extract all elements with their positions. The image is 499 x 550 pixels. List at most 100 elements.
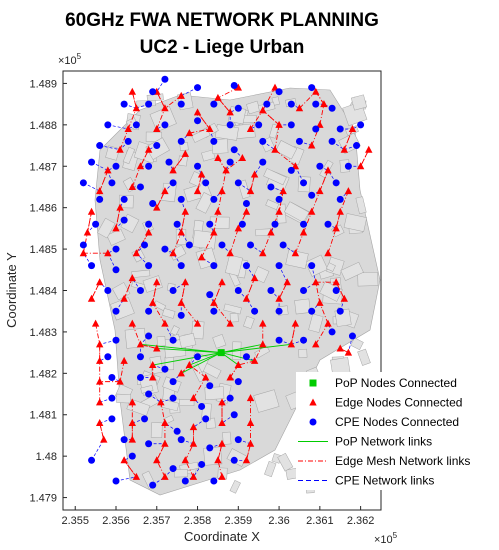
pop-link xyxy=(156,348,222,354)
edge-mesh-link xyxy=(229,228,239,254)
edge-mesh-link xyxy=(315,323,329,345)
edge-node-marker xyxy=(95,419,104,427)
y-multiplier-base: ×10 xyxy=(58,55,77,67)
edge-node-marker xyxy=(218,439,226,447)
building-block xyxy=(156,336,166,347)
edge-node-marker xyxy=(259,340,267,348)
x-tick-label: 2.361 xyxy=(306,515,334,527)
edge-node-marker xyxy=(226,108,234,116)
cpe-node-marker xyxy=(332,179,340,187)
edge-mesh-link xyxy=(180,302,198,324)
edge-node-marker xyxy=(95,377,104,385)
y-tick-label: 1.486 xyxy=(29,203,57,215)
building-block xyxy=(275,140,298,160)
cpe-node-marker xyxy=(124,137,132,145)
cpe-node-marker xyxy=(210,262,218,270)
legend-entry-label: PoP Network links xyxy=(335,435,432,449)
cpe-node-marker xyxy=(328,137,336,145)
cpe-node-marker xyxy=(169,394,177,402)
cpe-link xyxy=(91,161,109,171)
edge-node-marker xyxy=(161,472,169,480)
cpe-node-marker xyxy=(210,137,218,145)
cpe-node-marker xyxy=(247,241,255,249)
edge-node-marker xyxy=(100,435,108,443)
edge-node-marker xyxy=(307,207,316,215)
edge-node-marker xyxy=(218,419,226,427)
building-block xyxy=(201,149,216,162)
edge-node-marker xyxy=(267,228,275,236)
edge-node-marker xyxy=(291,162,300,170)
y-tick-label: 1.48 xyxy=(36,451,57,463)
cpe-node-marker xyxy=(267,287,275,294)
edge-node-marker xyxy=(197,170,206,178)
x-multiplier: ×105 xyxy=(374,531,398,546)
cpe-node-marker xyxy=(161,75,169,83)
edge-node-marker xyxy=(332,278,340,286)
building-block xyxy=(145,131,162,142)
edge-node-marker xyxy=(234,83,243,91)
cpe-node-marker xyxy=(136,353,144,361)
legend-entry-label: CPE Network links xyxy=(335,474,434,488)
edge-mesh-link xyxy=(180,211,186,233)
building-block xyxy=(308,313,324,333)
cpe-node-marker xyxy=(255,121,263,129)
cpe-node-marker xyxy=(149,200,157,208)
cpe-node-marker xyxy=(234,104,242,112)
edge-node-marker xyxy=(246,187,255,195)
cpe-node-marker xyxy=(177,262,185,270)
cpe-node-marker xyxy=(194,353,202,361)
edge-node-marker xyxy=(214,153,222,161)
edge-node-marker xyxy=(181,149,190,157)
cpe-node-marker xyxy=(206,382,214,390)
edge-mesh-link xyxy=(213,302,231,324)
cpe-node-marker xyxy=(336,307,344,315)
building-block xyxy=(161,308,176,319)
cpe-node-marker xyxy=(145,100,153,108)
edge-mesh-link xyxy=(172,232,182,254)
edge-mesh-link xyxy=(319,170,329,192)
edge-node-marker xyxy=(120,294,128,302)
cpe-node-marker xyxy=(145,390,153,398)
building-block xyxy=(224,254,244,277)
edge-node-marker xyxy=(91,319,100,327)
edge-mesh-link xyxy=(123,277,133,299)
edge-node-marker xyxy=(324,319,332,327)
edge-node-marker xyxy=(214,207,222,215)
cpe-node-marker xyxy=(181,477,189,485)
edge-node-marker xyxy=(153,456,161,464)
cpe-node-marker xyxy=(185,241,193,249)
cpe-node-marker xyxy=(210,100,218,108)
cpe-node-marker xyxy=(312,100,320,108)
building-block xyxy=(254,345,271,359)
edge-node-marker xyxy=(144,228,153,236)
edge-node-marker xyxy=(250,170,259,178)
cpe-node-marker xyxy=(120,195,128,203)
cpe-node-marker xyxy=(234,378,242,386)
edge-node-marker xyxy=(177,298,185,306)
cpe-node-marker xyxy=(324,220,332,228)
cpe-node-marker xyxy=(169,336,177,344)
edge-node-marker xyxy=(340,145,349,153)
edge-node-marker xyxy=(169,249,177,257)
legend-entry-label: PoP Nodes Connected xyxy=(335,376,457,390)
cpe-node-marker xyxy=(344,162,352,170)
edge-mesh-link xyxy=(115,207,121,229)
edge-node-marker xyxy=(193,108,202,116)
edge-node-marker xyxy=(259,319,267,327)
cpe-node-marker xyxy=(210,195,218,203)
edge-mesh-link xyxy=(246,277,256,299)
edge-node-marker xyxy=(87,207,96,215)
edge-node-marker xyxy=(120,456,128,464)
edge-mesh-link xyxy=(87,211,92,233)
cpe-node-marker xyxy=(141,415,149,423)
legend-edge-swatch xyxy=(309,398,317,406)
building-block xyxy=(122,146,136,165)
cpe-node-marker xyxy=(173,220,181,228)
legend-cpe-swatch xyxy=(309,418,317,426)
edge-node-marker xyxy=(95,187,104,195)
cpe-node-marker xyxy=(287,121,295,129)
cpe-node-marker xyxy=(169,465,177,473)
cpe-node-marker xyxy=(275,195,283,203)
building-block xyxy=(212,334,227,349)
edge-mesh-link xyxy=(119,360,125,382)
